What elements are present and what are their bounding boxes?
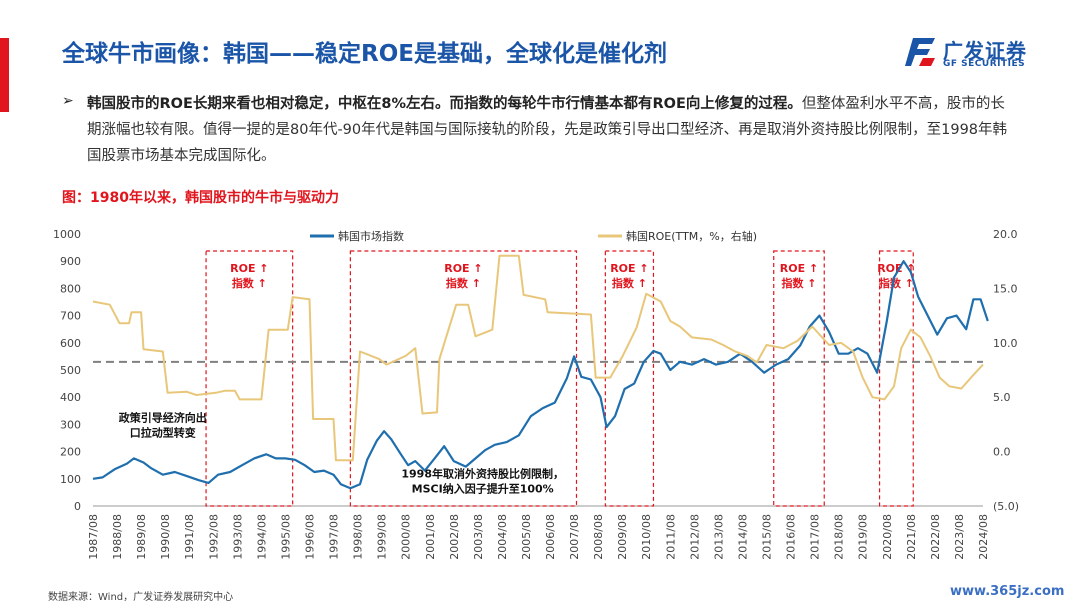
chart-annotation: 1998年取消外资持股比例限制， xyxy=(401,466,564,480)
legend-label: 韩国ROE(TTM，%，右轴) xyxy=(626,229,757,243)
y-right-tick-label: 20.0 xyxy=(993,228,1018,241)
x-tick-label: 2018/08 xyxy=(833,514,846,560)
source-note: 数据来源：Wind，广发证券发展研究中心 xyxy=(48,592,234,603)
y-right-tick-label: (5.0) xyxy=(993,500,1019,513)
x-tick-label: 2009/08 xyxy=(616,514,629,560)
left-accent-bar xyxy=(0,38,9,112)
x-tick-label: 2017/08 xyxy=(809,514,822,560)
x-tick-label: 2003/08 xyxy=(472,514,485,560)
x-tick-label: 2004/08 xyxy=(496,514,509,560)
x-tick-label: 2007/08 xyxy=(568,514,581,560)
bull-market-box xyxy=(205,250,294,507)
x-tick-label: 2005/08 xyxy=(520,514,533,560)
gf-logo-icon xyxy=(905,38,935,66)
x-tick-label: 2015/08 xyxy=(761,514,774,560)
box-label-roe: ROE ↑ xyxy=(230,262,268,275)
x-tick-label: 1995/08 xyxy=(279,514,292,560)
gf-securities-logo: 广发证券 GF SECURITIES xyxy=(905,34,1045,76)
box-label-roe: ROE ↑ xyxy=(780,262,818,275)
x-tick-label: 2024/08 xyxy=(977,514,990,560)
x-tick-label: 2001/08 xyxy=(424,514,437,560)
chart-annotation: MSCI纳入因子提升至100% xyxy=(412,481,554,495)
x-tick-label: 2021/08 xyxy=(905,514,918,560)
y-left-tick-label: 500 xyxy=(60,364,81,377)
y-left-tick-label: 700 xyxy=(60,310,81,323)
x-tick-label: 2016/08 xyxy=(785,514,798,560)
y-left-tick-label: 400 xyxy=(60,391,81,404)
bull-market-box xyxy=(878,250,914,507)
y-left-tick-label: 300 xyxy=(60,418,81,431)
x-tick-label: 2022/08 xyxy=(929,514,942,560)
x-tick-label: 2000/08 xyxy=(400,514,413,560)
box-label-roe: ROE ↑ xyxy=(444,262,482,275)
legend-label: 韩国市场指数 xyxy=(338,229,404,243)
bullet-bold-text: 韩国股市的ROE长期来看也相对稳定，中枢在8%左右。而指数的每轮牛市行情基本都有… xyxy=(87,96,802,112)
x-tick-label: 1990/08 xyxy=(159,514,172,560)
x-tick-label: 2013/08 xyxy=(712,514,725,560)
korea-index-series-line xyxy=(92,260,989,490)
logo-text-en: GF SECURITIES xyxy=(943,59,1026,69)
x-tick-label: 2006/08 xyxy=(544,514,557,560)
x-tick-label: 2012/08 xyxy=(688,514,701,560)
x-tick-label: 2019/08 xyxy=(857,514,870,560)
box-label-index: 指数 ↑ xyxy=(612,276,647,290)
y-right-tick-label: 5.0 xyxy=(993,391,1011,404)
y-left-tick-label: 600 xyxy=(60,337,81,350)
korea-index-roe-chart: 0 100 200 300 400 500 600 700 800 900 1000 (5.0) 0.0… xyxy=(53,228,1019,560)
x-tick-label: 1999/08 xyxy=(376,514,389,560)
bullet-paragraph: 韩国股市的ROE长期来看也相对稳定，中枢在8%左右。而指数的每轮牛市行情基本都有… xyxy=(87,91,1017,169)
box-label-roe: ROE ↑ xyxy=(610,262,648,275)
box-label-index: 指数 ↑ xyxy=(879,276,914,290)
y-right-tick-label: 0.0 xyxy=(993,446,1011,459)
y-left-tick-label: 100 xyxy=(60,473,81,486)
y-right-tick-label: 10.0 xyxy=(993,337,1018,350)
y-right-tick-label: 15.0 xyxy=(993,282,1018,295)
bull-market-box xyxy=(773,250,825,507)
x-tick-label: 1989/08 xyxy=(135,514,148,560)
box-label-index: 指数 ↑ xyxy=(232,276,267,290)
x-tick-label: 2008/08 xyxy=(592,514,605,560)
korea-roe-series-line xyxy=(92,254,984,462)
logo-text-cn: 广发证券 xyxy=(943,39,1027,63)
x-tick-label: 1994/08 xyxy=(255,514,268,560)
bull-market-box xyxy=(349,250,578,507)
y-left-tick-label: 800 xyxy=(60,282,81,295)
bullet-arrow-icon: ➢ xyxy=(62,93,74,109)
x-tick-label: 1996/08 xyxy=(303,514,316,560)
x-tick-label: 1991/08 xyxy=(183,514,196,560)
bullet-rest-text: 但整体盈利水平不高，股市的长期涨幅也较有限。值得一提的是80年代-90年代是韩国… xyxy=(87,96,1008,164)
x-tick-label: 1998/08 xyxy=(352,514,365,560)
y-left-tick-label: 900 xyxy=(60,255,81,268)
chart-annotation: 口拉动型转变 xyxy=(130,426,196,440)
x-tick-label: 2020/08 xyxy=(881,514,894,560)
watermark: www.365jz.com xyxy=(950,584,1065,599)
x-tick-label: 2011/08 xyxy=(664,514,677,560)
figure-title: 图：1980年以来，韩国股市的牛市与驱动力 xyxy=(62,190,339,206)
page-title: 全球牛市画像：韩国——稳定ROE是基础，全球化是催化剂 xyxy=(62,41,667,67)
x-tick-label: 1997/08 xyxy=(328,514,341,560)
box-label-index: 指数 ↑ xyxy=(781,276,816,290)
y-left-tick-label: 200 xyxy=(60,446,81,459)
x-tick-label: 1992/08 xyxy=(207,514,220,560)
x-tick-label: 1987/08 xyxy=(87,514,100,560)
x-tick-label: 2014/08 xyxy=(736,514,749,560)
x-tick-label: 1988/08 xyxy=(111,514,124,560)
x-tick-label: 2023/08 xyxy=(953,514,966,560)
chart-annotation: 政策引导经济向出 xyxy=(119,411,207,425)
x-tick-label: 1993/08 xyxy=(231,514,244,560)
y-left-tick-label: 1000 xyxy=(53,228,81,241)
x-tick-label: 2002/08 xyxy=(448,514,461,560)
box-label-index: 指数 ↑ xyxy=(446,276,481,290)
y-left-tick-label: 0 xyxy=(74,500,81,513)
x-tick-label: 2010/08 xyxy=(640,514,653,560)
